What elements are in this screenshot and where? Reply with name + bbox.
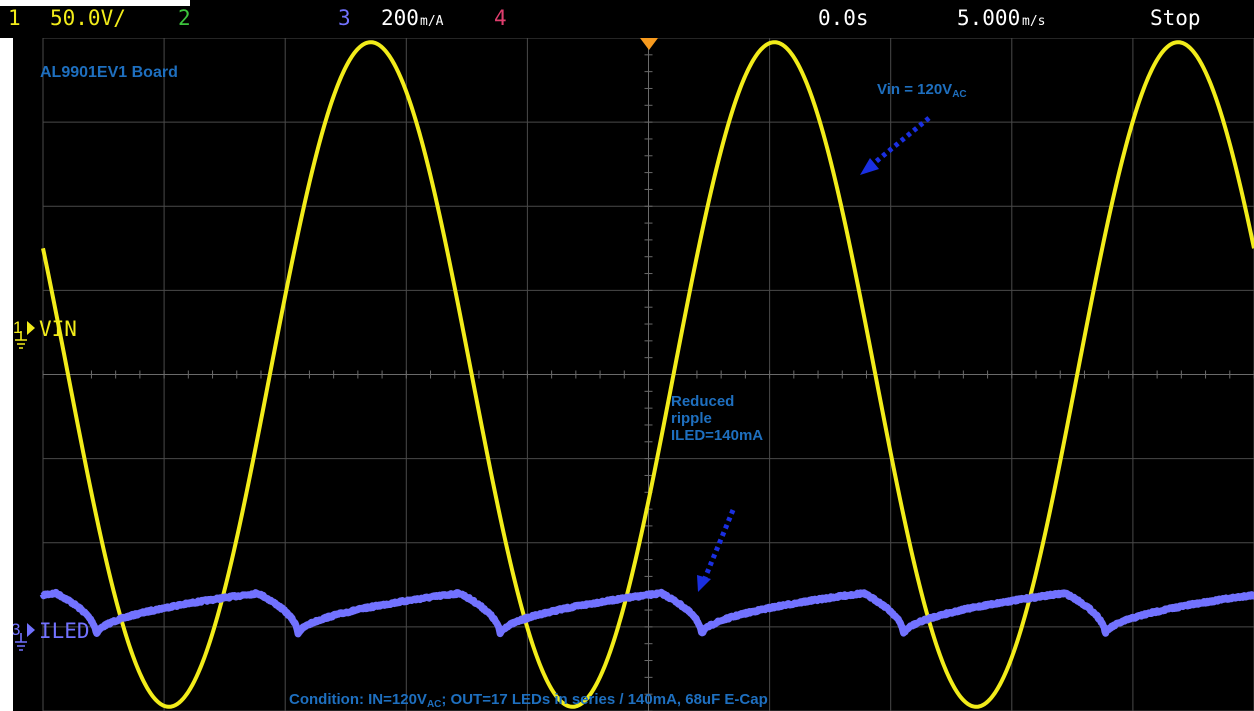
ch1-marker-number: 1: [13, 318, 22, 337]
vin-arrow-head: [860, 158, 879, 175]
iled-trace: [39, 588, 1254, 638]
ch3-scale-unit: m/A: [420, 14, 444, 29]
iled-label: ILED: [39, 619, 90, 643]
condition-note: Condition: IN=120VAC; OUT=17 LEDs in ser…: [289, 691, 768, 710]
waveform-display[interactable]: 1 VIN 3 ILED AL9901EV1 Board Vin = 120VA…: [13, 38, 1254, 711]
ch1-number[interactable]: 1: [8, 6, 21, 30]
vin-label: VIN: [39, 317, 77, 341]
ch3-number[interactable]: 3: [338, 6, 351, 30]
vin-trace: [41, 40, 1254, 709]
time-offset[interactable]: 0.0s: [818, 6, 869, 30]
timebase-unit: m/s: [1022, 14, 1046, 29]
ch3-ground-marker[interactable]: 3: [13, 620, 35, 651]
vin-annotation: Vin = 120VAC: [877, 81, 967, 100]
ch1-scale[interactable]: 50.0V/: [50, 6, 126, 30]
status-bar: 1 50.0V/ 2 3 200 m/A 4 0.0s 5.000 m/s St…: [0, 0, 1254, 38]
ch3-marker-number: 3: [13, 620, 20, 639]
ch4-number[interactable]: 4: [494, 6, 507, 30]
softkey-tab[interactable]: [0, 0, 190, 6]
ripple-annotation-line3: ILED=140mA: [671, 427, 763, 444]
ripple-annotation-arrow: [702, 509, 736, 579]
ch2-number[interactable]: 2: [178, 6, 191, 30]
ripple-annotation-line2: ripple: [671, 410, 712, 427]
ch3-scale[interactable]: 200: [381, 6, 419, 30]
vin-annotation-arrow: [871, 116, 931, 166]
left-border: [0, 38, 13, 711]
timebase[interactable]: 5.000: [957, 6, 1021, 30]
trigger-position-marker[interactable]: [640, 38, 658, 50]
graticule: [42, 38, 1254, 711]
run-state[interactable]: Stop: [1150, 6, 1201, 30]
board-label: AL9901EV1 Board: [40, 64, 178, 81]
ch1-ground-marker[interactable]: 1: [13, 318, 35, 349]
ripple-annotation-line1: Reduced: [671, 393, 734, 410]
ripple-arrow-head: [697, 575, 711, 592]
